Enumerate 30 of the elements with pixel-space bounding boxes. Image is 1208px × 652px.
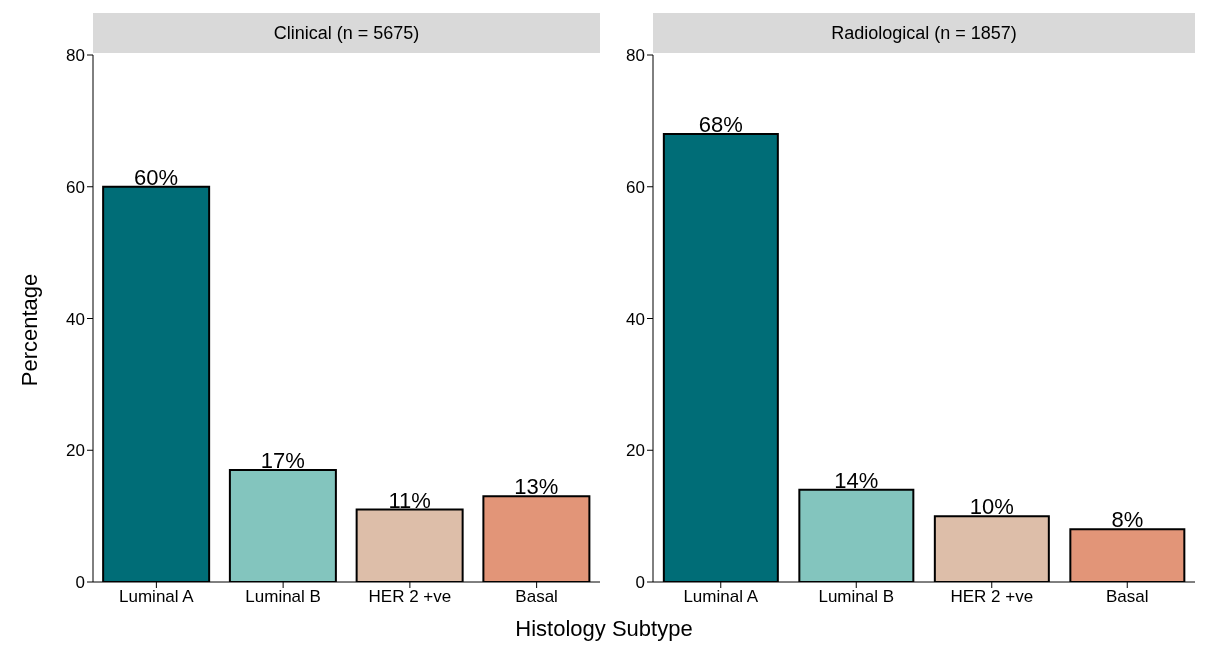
y-tick-label: 60 [66,177,85,197]
x-tick-label: Luminal B [818,587,895,607]
data-label: 10% [969,494,1014,520]
x-tick-label: HER 2 +ve [950,587,1034,607]
x-tick-label: Basal [515,587,558,607]
y-tick-label: 0 [75,573,85,593]
data-label: 13% [514,474,559,500]
data-label: 68% [698,112,743,138]
y-tick-label: 60 [626,177,645,197]
y-tick-label: 40 [66,309,85,329]
y-tick-label: 20 [626,441,645,461]
y-tick-label: 40 [626,309,645,329]
x-tick-label: Luminal A [119,587,195,607]
data-label: 14% [834,467,879,493]
data-label: 8% [1111,507,1144,533]
x-tick-label: HER 2 +ve [368,587,452,607]
y-tick-label: 0 [635,573,645,593]
data-label: 11% [388,487,431,513]
chart-title: Radiological (n = 1857) [653,13,1195,53]
x-tick-label: Luminal A [683,587,759,607]
x-tick-label: Basal [1105,587,1149,607]
x-tick-label: Luminal B [245,587,321,607]
data-label: 17% [260,448,305,474]
y-tick-label: 80 [626,46,645,66]
data-label: 60% [134,164,179,190]
y-tick-label: 80 [66,46,85,66]
x-axis-title: Histology Subtype [514,616,694,642]
y-tick-label: 20 [66,441,85,461]
chart-title: Clinical (n = 5675) [93,13,600,53]
y-axis-title: Percentage [17,273,43,387]
